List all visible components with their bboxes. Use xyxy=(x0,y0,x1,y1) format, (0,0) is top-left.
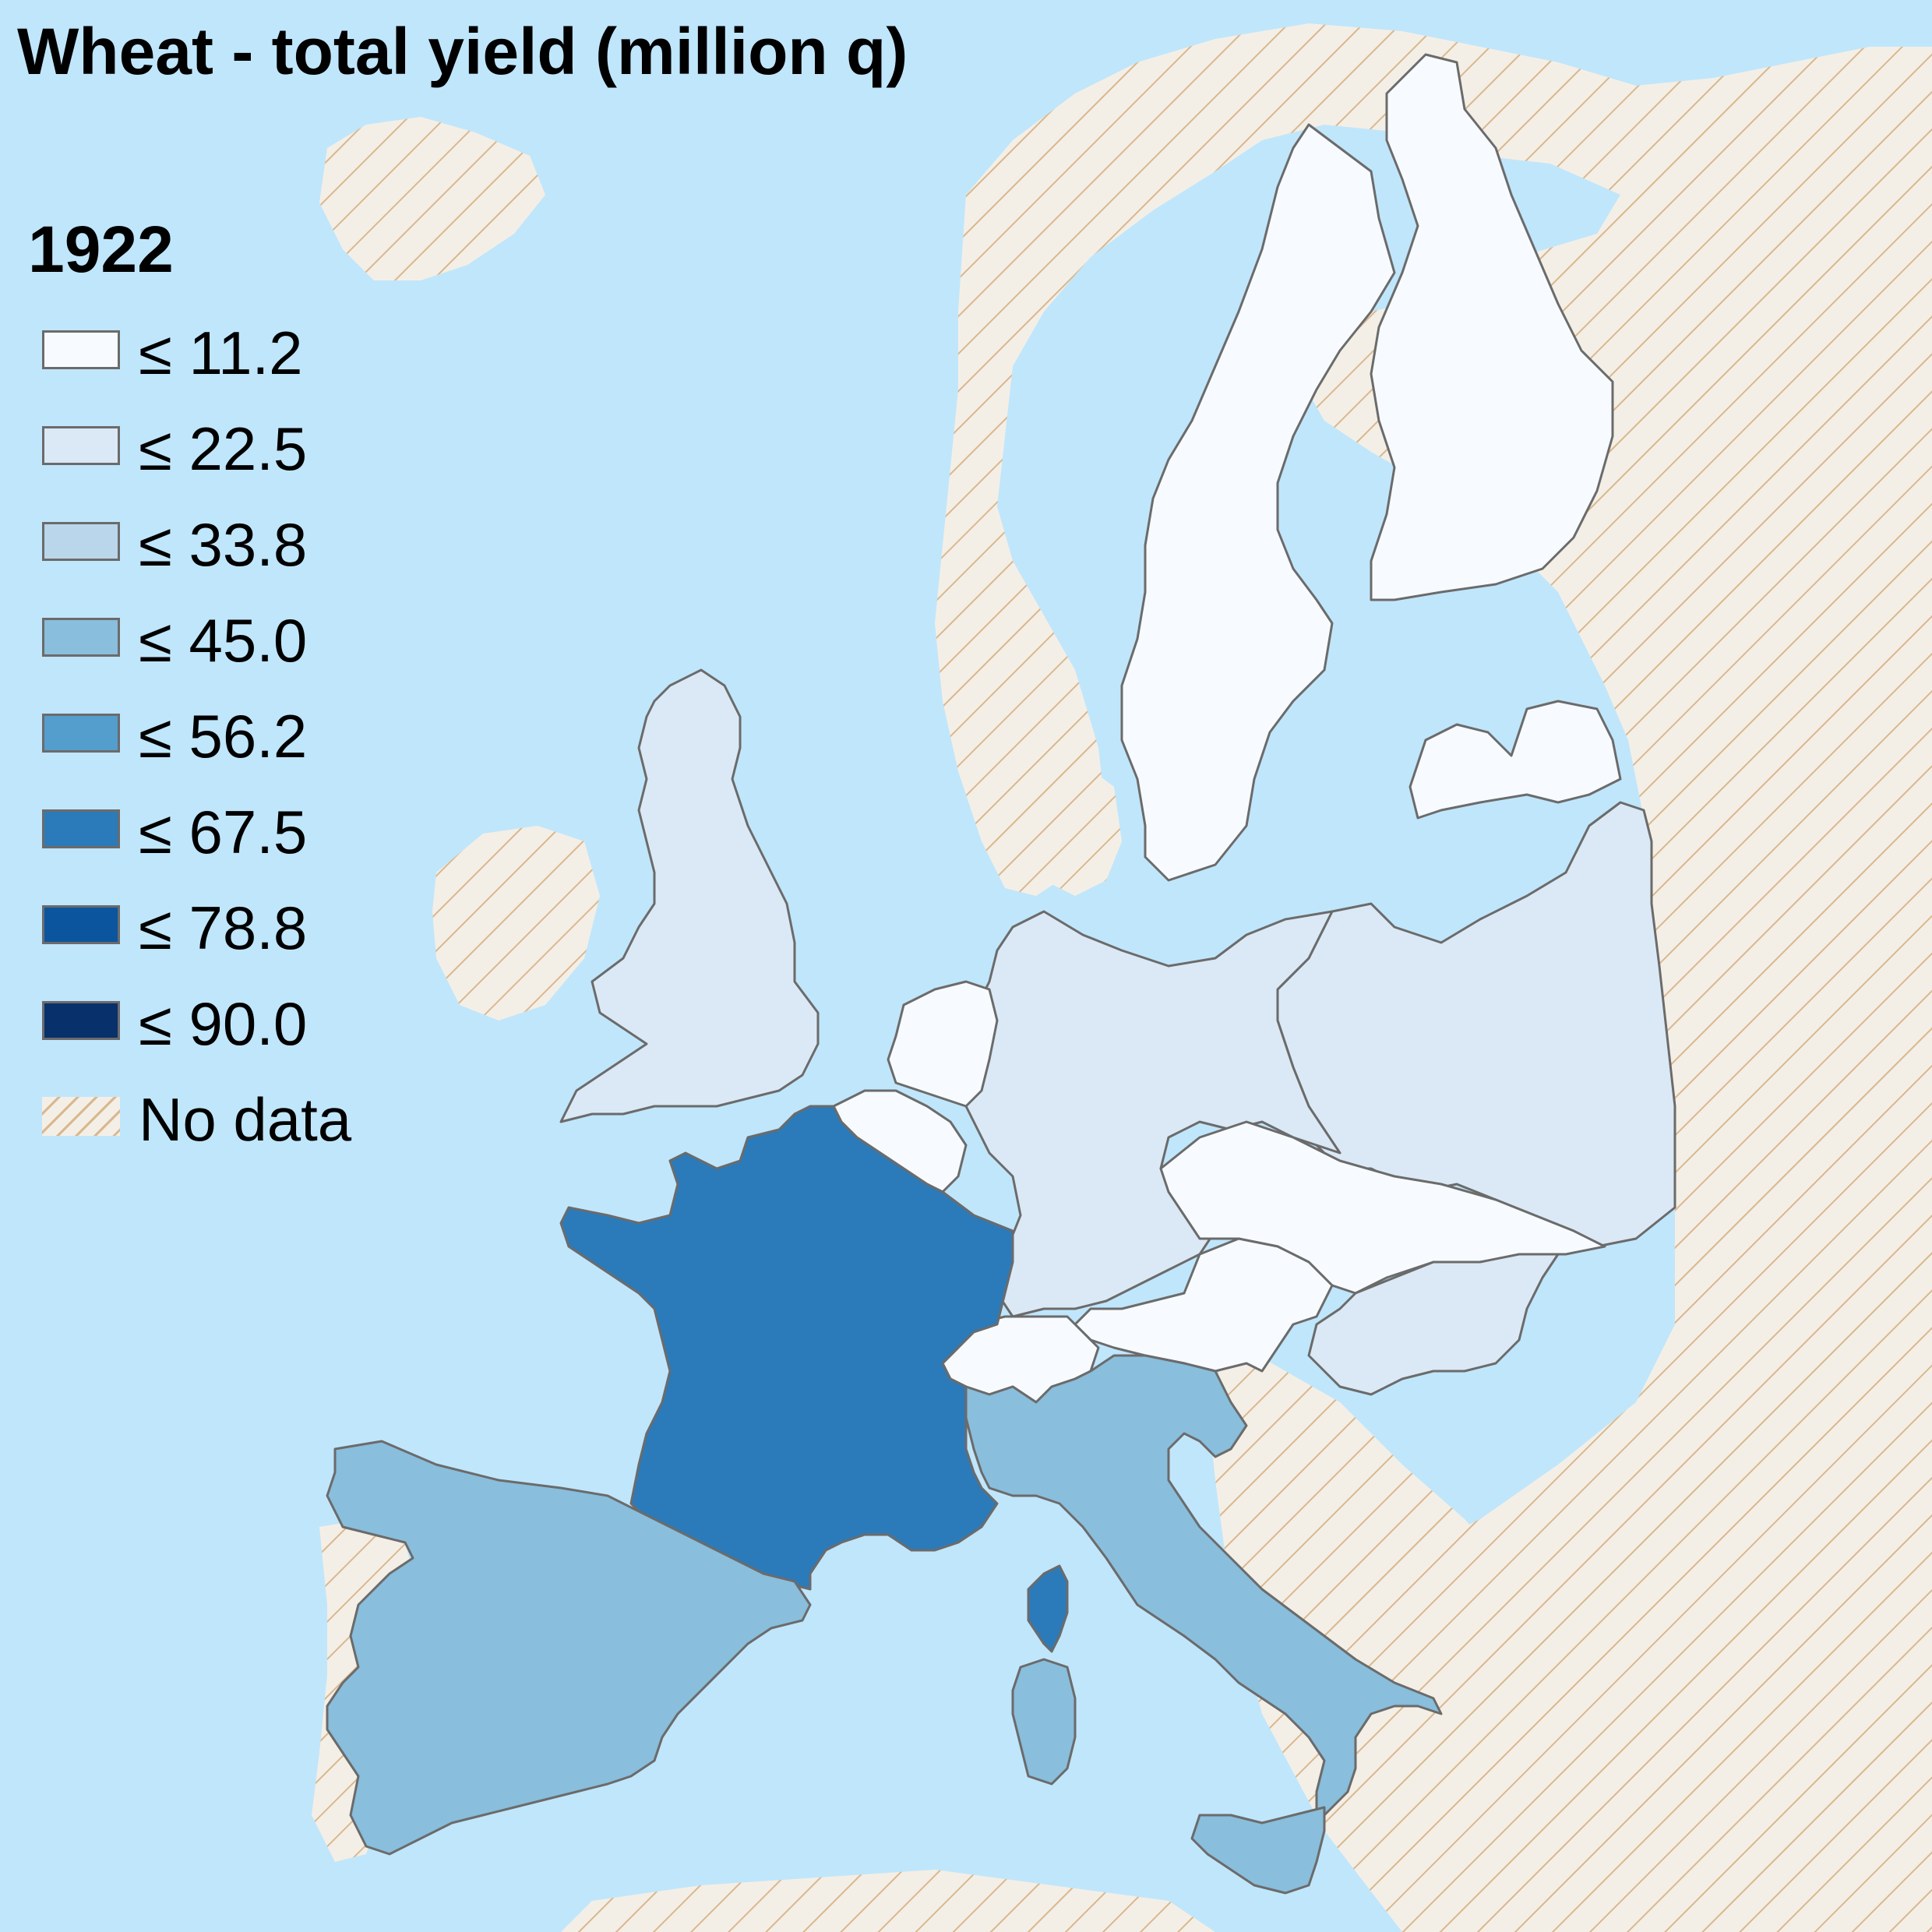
united-kingdom[interactable] xyxy=(559,668,820,1123)
legend-label: No data xyxy=(139,1085,352,1154)
legend-label: ≤ 11.2 xyxy=(139,319,303,387)
legend-label: ≤ 45.0 xyxy=(139,606,308,675)
north-africa xyxy=(561,1870,1215,1932)
corsica[interactable] xyxy=(1027,1564,1069,1653)
legend-label: ≤ 67.5 xyxy=(139,798,308,866)
sardinia[interactable] xyxy=(1011,1658,1077,1786)
legend-swatch xyxy=(42,522,120,561)
italy[interactable] xyxy=(964,1354,1443,1824)
legend-swatch xyxy=(42,1001,120,1040)
legend-swatch xyxy=(42,714,120,753)
sweden[interactable] xyxy=(1120,123,1396,882)
finland[interactable] xyxy=(1370,53,1614,601)
legend-swatch xyxy=(42,809,120,848)
norway-russia-north xyxy=(935,23,1932,1932)
legend-swatch xyxy=(42,618,120,657)
countries xyxy=(326,53,1676,1895)
legend-label: ≤ 22.5 xyxy=(139,414,308,483)
legend-label: ≤ 33.8 xyxy=(139,510,308,579)
map-title: Wheat - total yield (million q) xyxy=(17,15,908,88)
legend-label: ≤ 78.8 xyxy=(139,894,308,962)
legend-swatch xyxy=(42,905,120,944)
sicily[interactable] xyxy=(1190,1806,1326,1895)
iceland xyxy=(319,117,545,280)
netherlands[interactable] xyxy=(887,980,999,1108)
legend-swatch xyxy=(42,330,120,369)
legend-swatch-no-data xyxy=(42,1097,120,1136)
legend-year: 1922 xyxy=(28,213,174,286)
denmark xyxy=(1028,763,1122,896)
legend-swatch xyxy=(42,426,120,465)
spain[interactable] xyxy=(326,1440,812,1856)
latvia[interactable] xyxy=(1408,700,1622,820)
ireland xyxy=(432,826,600,1021)
legend-label: ≤ 56.2 xyxy=(139,702,308,770)
hungary[interactable] xyxy=(1307,1253,1560,1396)
legend-label: ≤ 90.0 xyxy=(139,989,308,1058)
